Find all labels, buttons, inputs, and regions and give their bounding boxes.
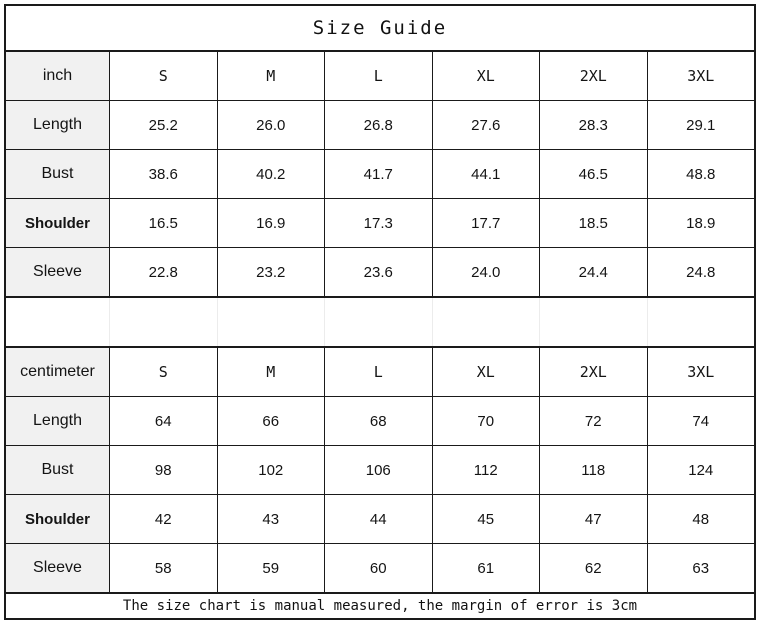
page-title: Size Guide [312,17,448,39]
inch-size-header-xl: XL [433,52,540,100]
inch-shoulder-l: 17.3 [325,199,433,247]
inch-row-label-bust: Bust [6,150,110,198]
size-guide-title-row: Size Guide [6,6,754,52]
cm-shoulder-l: 44 [325,495,433,543]
inch-measurement-table: inch S M L XL 2XL 3XL Length 25.2 26.0 2… [6,52,754,298]
cm-size-header-xl: XL [433,348,540,396]
spacer-cell [433,298,540,346]
cm-size-header-2xl: 2XL [540,348,648,396]
size-guide-table: Size Guide inch S M L XL 2XL 3XL Length … [4,4,756,620]
table-row: Length 25.2 26.0 26.8 27.6 28.3 29.1 [6,101,754,150]
spacer-cell [6,298,110,346]
cm-bust-m: 102 [218,446,325,494]
measurement-disclaimer: The size chart is manual measured, the m… [122,598,638,614]
inch-sleeve-xl: 24.0 [433,248,540,296]
cm-row-label-sleeve: Sleeve [6,544,110,592]
table-row: Shoulder 42 43 44 45 47 48 [6,495,754,544]
cm-length-xl: 70 [433,397,540,445]
inch-bust-s: 38.6 [110,150,218,198]
inch-bust-xl: 44.1 [433,150,540,198]
inch-header-row: inch S M L XL 2XL 3XL [6,52,754,101]
cm-size-header-m: M [218,348,325,396]
inch-sleeve-2xl: 24.4 [540,248,648,296]
cm-shoulder-m: 43 [218,495,325,543]
cm-length-3xl: 74 [692,412,710,430]
table-row: Sleeve 22.8 23.2 23.6 24.0 24.4 24.8 [6,248,754,298]
inch-length-3xl: 29.1 [686,116,716,134]
inch-sleeve-l: 23.6 [325,248,433,296]
cm-shoulder-3xl: 48 [692,510,710,528]
inch-length-m: 26.0 [218,101,325,149]
cm-bust-3xl: 124 [688,461,714,479]
inch-sleeve-m: 23.2 [218,248,325,296]
spacer-cell [218,298,325,346]
inch-sleeve-3xl: 24.8 [686,263,716,281]
inch-shoulder-s: 16.5 [110,199,218,247]
inch-bust-2xl: 46.5 [540,150,648,198]
cm-bust-xl: 112 [433,446,540,494]
inch-row-label-sleeve: Sleeve [6,248,110,296]
cm-shoulder-2xl: 47 [540,495,648,543]
cm-bust-l: 106 [325,446,433,494]
table-row: Bust 98 102 106 112 118 124 [6,446,754,495]
table-row: Length 64 66 68 70 72 74 [6,397,754,446]
centimeter-measurement-table: centimeter S M L XL 2XL 3XL Length 64 66… [6,348,754,594]
inch-sleeve-s: 22.8 [110,248,218,296]
inch-shoulder-3xl: 18.9 [686,214,716,232]
cm-bust-2xl: 118 [540,446,648,494]
cm-sleeve-xl: 61 [433,544,540,592]
spacer-cell [648,298,755,346]
cm-bust-s: 98 [110,446,218,494]
spacer-cell [110,298,218,346]
spacer-cell [325,298,433,346]
table-spacer-row [6,298,754,348]
cm-length-2xl: 72 [540,397,648,445]
inch-row-label-length: Length [6,101,110,149]
cm-length-s: 64 [110,397,218,445]
cm-row-label-shoulder: Shoulder [6,495,110,543]
inch-bust-m: 40.2 [218,150,325,198]
cm-sleeve-l: 60 [325,544,433,592]
table-row: Sleeve 58 59 60 61 62 63 [6,544,754,594]
inch-row-label-shoulder: Shoulder [6,199,110,247]
cm-sleeve-2xl: 62 [540,544,648,592]
size-guide-footer-row: The size chart is manual measured, the m… [6,594,754,618]
inch-length-l: 26.8 [325,101,433,149]
cm-shoulder-xl: 45 [433,495,540,543]
table-row: Shoulder 16.5 16.9 17.3 17.7 18.5 18.9 [6,199,754,248]
cm-sleeve-3xl: 63 [692,559,710,577]
cm-sleeve-m: 59 [218,544,325,592]
cm-row-label-bust: Bust [6,446,110,494]
cm-size-header-l: L [325,348,433,396]
inch-size-header-3xl: 3XL [687,67,715,85]
cm-row-label-length: Length [6,397,110,445]
inch-shoulder-2xl: 18.5 [540,199,648,247]
cm-size-header-s: S [110,348,218,396]
inch-shoulder-xl: 17.7 [433,199,540,247]
spacer-cell [540,298,648,346]
inch-size-header-m: M [218,52,325,100]
inch-length-2xl: 28.3 [540,101,648,149]
cm-size-header-3xl: 3XL [687,363,715,381]
inch-length-s: 25.2 [110,101,218,149]
inch-bust-l: 41.7 [325,150,433,198]
cm-length-m: 66 [218,397,325,445]
inch-size-header-s: S [110,52,218,100]
inch-bust-3xl: 48.8 [686,165,716,183]
cm-shoulder-s: 42 [110,495,218,543]
inch-unit-label: inch [6,52,110,100]
inch-size-header-2xl: 2XL [540,52,648,100]
inch-size-header-l: L [325,52,433,100]
centimeter-unit-label: centimeter [6,348,110,396]
inch-length-xl: 27.6 [433,101,540,149]
table-row: Bust 38.6 40.2 41.7 44.1 46.5 48.8 [6,150,754,199]
inch-shoulder-m: 16.9 [218,199,325,247]
cm-sleeve-s: 58 [110,544,218,592]
cm-length-l: 68 [325,397,433,445]
centimeter-header-row: centimeter S M L XL 2XL 3XL [6,348,754,397]
